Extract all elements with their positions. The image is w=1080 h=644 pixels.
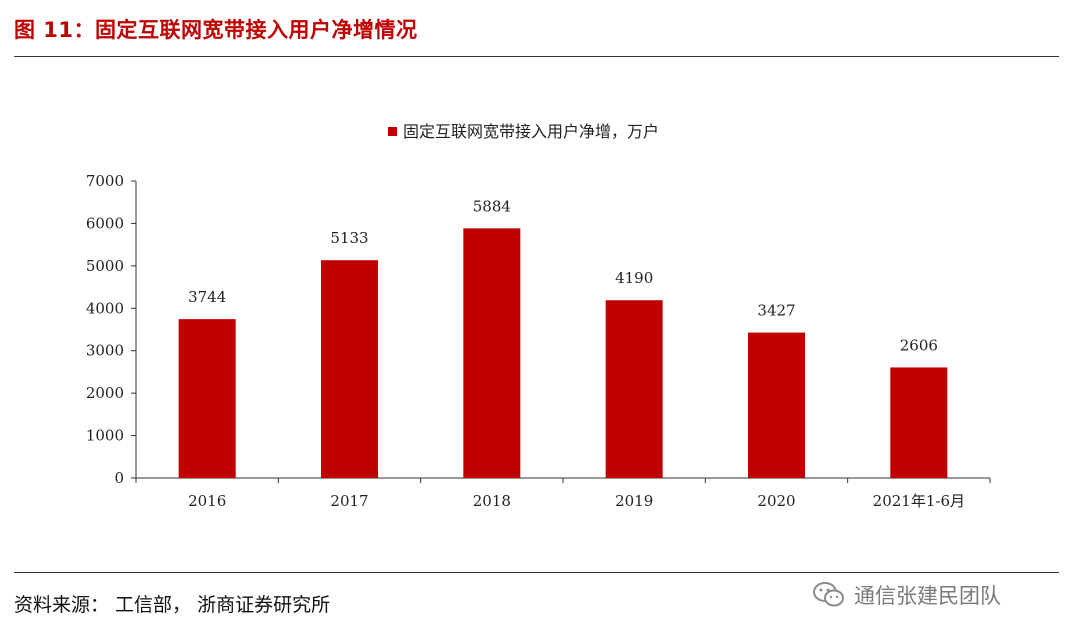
data-label: 4190 [615,269,653,287]
top-divider [14,56,1059,57]
x-tick-label: 2017 [330,492,368,510]
bottom-divider [14,572,1059,573]
figure-title: 图 11：固定互联网宽带接入用户净增情况 [14,18,418,42]
y-tick-label: 3000 [86,342,124,360]
x-tick-label: 2019 [615,492,653,510]
data-label: 3744 [188,288,226,306]
bar-2018 [463,228,521,478]
bar-2020 [748,332,805,478]
x-tick-label: 2016 [188,492,226,510]
y-tick-label: 2000 [86,384,124,402]
y-tick-label: 4000 [86,299,124,317]
y-tick-label: 0 [114,469,124,487]
wechat-icon [812,581,846,609]
y-tick-label: 5000 [86,257,124,275]
legend-swatch [388,127,397,136]
x-tick-label: 2020 [757,492,795,510]
data-label: 5884 [473,197,511,215]
legend-label: 固定互联网宽带接入用户净增，万户 [403,122,659,141]
chart-axes: 0 1000 2000 3000 4000 5000 6000 7000 2016 2017 201… [86,172,991,510]
data-label: 3427 [757,302,795,320]
x-tick-label: 2018 [473,492,511,510]
y-tick-label: 1000 [86,427,124,445]
bar-chart: 0 1000 2000 3000 4000 5000 6000 7000 2016 2017 201… [86,122,991,510]
watermark-text: 通信张建民团队 [854,584,1001,608]
chart-data-labels: 3744 5133 5884 4190 3427 2606 [188,197,938,354]
bar-2017 [321,260,378,478]
x-tick-label: 2021年1-6月 [873,492,965,510]
source-note: 资料来源： 工信部， 浙商证券研究所 [14,594,331,616]
bar-2016 [178,319,236,478]
y-tick-label: 7000 [86,172,124,190]
chart-legend: 固定互联网宽带接入用户净增，万户 [388,122,659,141]
watermark: 通信张建民团队 [812,580,1001,610]
bar-2021年1-6月 [890,367,948,478]
bar-2019 [605,300,663,478]
y-tick-label: 6000 [86,214,124,232]
chart-bars [178,228,948,478]
data-label: 5133 [330,229,368,247]
data-label: 2606 [900,336,938,354]
